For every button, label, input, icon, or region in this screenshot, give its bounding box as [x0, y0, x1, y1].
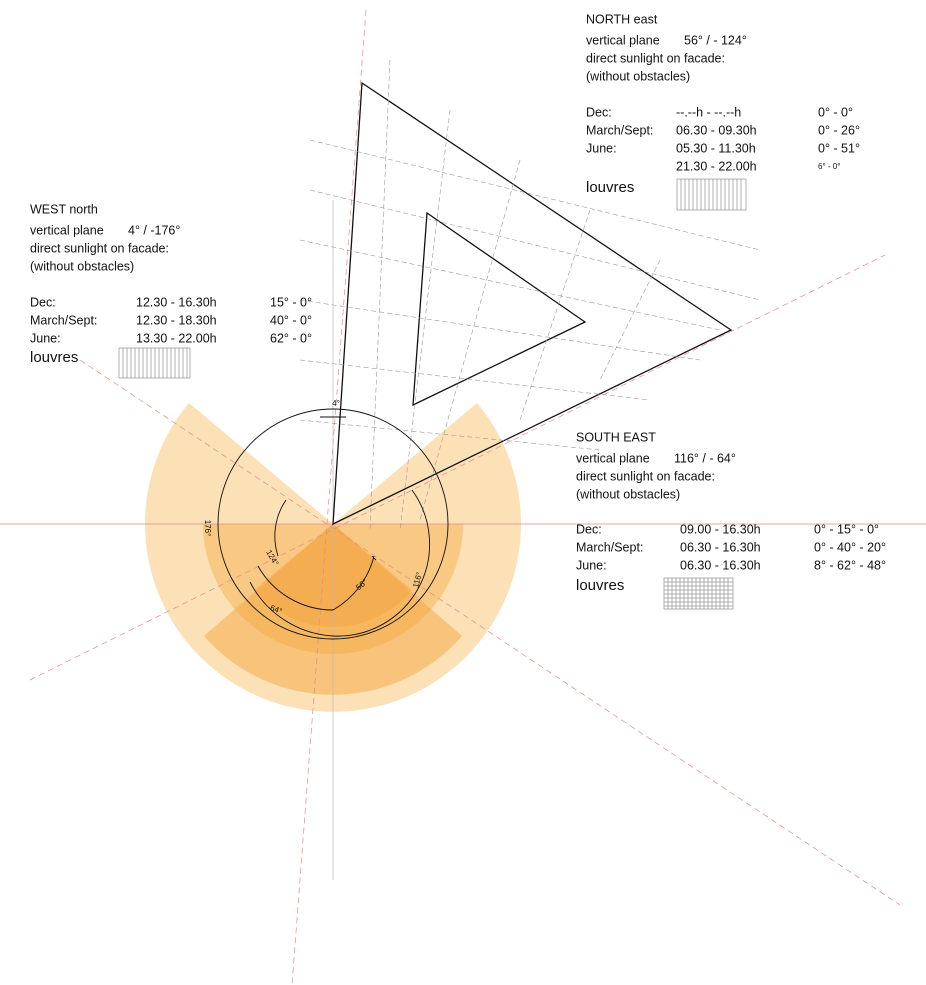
guide-lines [0, 9, 926, 985]
facade-note: (without obstacles) [576, 487, 680, 501]
plane-value: 4° / -176° [128, 223, 180, 237]
row-label: June: [576, 558, 607, 572]
row-time: 12.30 - 16.30h [136, 295, 217, 309]
row-time: 05.30 - 11.30h [676, 141, 756, 155]
row-time: 13.30 - 22.00h [136, 331, 217, 345]
row-time: 12.30 - 18.30h [136, 313, 217, 327]
row-label: March/Sept: [586, 123, 653, 137]
row-label: March/Sept: [576, 540, 643, 554]
louvres-label: louvres [576, 577, 624, 594]
angle-label: 116° [411, 571, 424, 589]
plane-label: vertical plane [576, 451, 650, 465]
compass [217, 408, 449, 640]
row-label: Dec: [576, 522, 602, 536]
row-angle: 0° - 0° [818, 105, 853, 119]
angle-label: 176° [203, 520, 212, 537]
row-time: 06.30 - 16.30h [680, 540, 761, 554]
row-angle: 0° - 26° [818, 123, 860, 137]
row-angle: 62° - 0° [270, 331, 312, 345]
facade-note: direct sunlight on facade: [30, 241, 169, 255]
row-time: 06.30 - 09.30h [676, 123, 757, 137]
facade-heading: NORTH east [586, 12, 658, 26]
plane-label: vertical plane [586, 33, 660, 47]
row-label: Dec: [586, 105, 612, 119]
facade-heading: WEST north [30, 202, 98, 216]
row-label: Dec: [30, 295, 56, 309]
facade-heading: SOUTH EAST [576, 430, 656, 444]
row-angle: 0° - 51° [818, 141, 860, 155]
plane-value: 56° / - 124° [684, 33, 747, 47]
building-triangle [299, 59, 761, 531]
facade-blocks: NORTH east vertical plane 56° / - 124° dire… [30, 12, 886, 594]
row-time: 21.30 - 22.00h [676, 159, 757, 173]
row-angle: 0° - 40° - 20° [814, 540, 886, 554]
facade-note: direct sunlight on facade: [586, 51, 725, 65]
row-angle: 15° - 0° [270, 295, 312, 309]
row-time: 09.00 - 16.30h [680, 522, 761, 536]
facade-note: (without obstacles) [586, 69, 690, 83]
facade-note: direct sunlight on facade: [576, 469, 715, 483]
row-angle: 8° - 62° - 48° [814, 558, 886, 572]
louvre-patterns [118, 178, 747, 610]
plane-value: 116° / - 64° [674, 451, 736, 465]
plane-label: vertical plane [30, 223, 104, 237]
row-angle: 6° - 0° [818, 162, 840, 171]
row-label: June: [30, 331, 61, 345]
row-label: March/Sept: [30, 313, 97, 327]
louvres-label: louvres [30, 349, 78, 366]
row-label: June: [586, 141, 617, 155]
row-time: --.--h - --.--h [676, 105, 741, 119]
facade-note: (without obstacles) [30, 259, 134, 273]
row-time: 06.30 - 16.30h [680, 558, 761, 572]
row-angle: 40° - 0° [270, 313, 312, 327]
angle-label: 64° [269, 603, 283, 616]
louvres-label: louvres [586, 179, 634, 196]
row-angle: 0° - 15° - 0° [814, 522, 879, 536]
angle-label: 4° [332, 399, 340, 408]
